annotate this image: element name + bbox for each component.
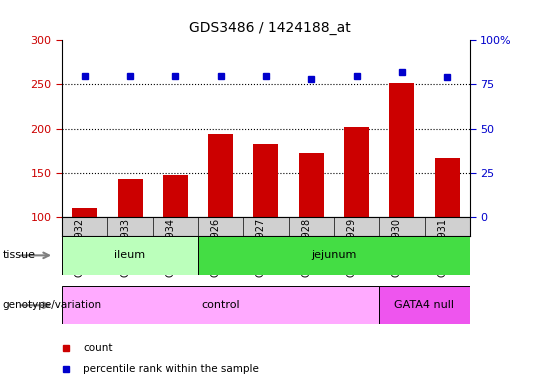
Bar xyxy=(198,236,470,275)
Text: GSM281932: GSM281932 xyxy=(75,218,85,277)
Bar xyxy=(62,236,198,275)
Bar xyxy=(163,175,188,217)
Bar xyxy=(118,179,143,217)
Bar xyxy=(62,286,379,324)
Bar xyxy=(253,144,279,217)
Text: GSM281931: GSM281931 xyxy=(437,218,447,277)
Text: GSM281929: GSM281929 xyxy=(347,218,356,277)
Text: GSM281926: GSM281926 xyxy=(211,218,221,277)
Bar xyxy=(389,83,414,217)
Text: genotype/variation: genotype/variation xyxy=(3,300,102,310)
Bar xyxy=(208,134,233,217)
Text: jejunum: jejunum xyxy=(311,250,356,260)
Text: GDS3486 / 1424188_at: GDS3486 / 1424188_at xyxy=(189,21,351,35)
Text: percentile rank within the sample: percentile rank within the sample xyxy=(83,364,259,374)
Text: GSM281934: GSM281934 xyxy=(165,218,176,277)
Bar xyxy=(72,208,97,217)
Bar xyxy=(379,286,470,324)
Bar xyxy=(435,158,460,217)
Text: GSM281927: GSM281927 xyxy=(256,218,266,277)
Text: control: control xyxy=(201,300,240,310)
Text: GSM281930: GSM281930 xyxy=(392,218,402,277)
Text: GSM281933: GSM281933 xyxy=(120,218,130,277)
Bar xyxy=(299,153,323,217)
Text: tissue: tissue xyxy=(3,250,36,260)
Text: GSM281928: GSM281928 xyxy=(301,218,311,277)
Text: count: count xyxy=(83,343,112,353)
Text: ileum: ileum xyxy=(114,250,146,260)
Text: GATA4 null: GATA4 null xyxy=(395,300,455,310)
Bar xyxy=(344,127,369,217)
